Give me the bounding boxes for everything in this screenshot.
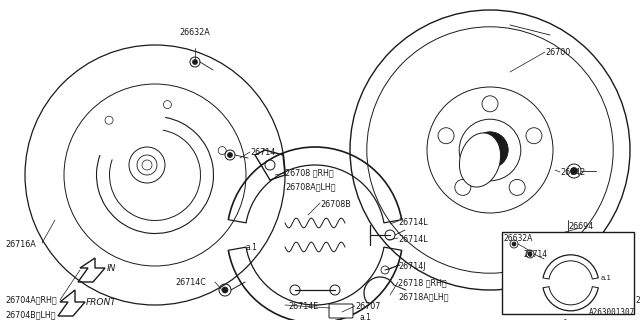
Text: a.1: a.1 (245, 243, 257, 252)
Circle shape (528, 252, 532, 256)
Text: 26714L: 26714L (398, 218, 428, 227)
Text: 26708A〈LH〉: 26708A〈LH〉 (285, 182, 335, 191)
Circle shape (222, 287, 228, 293)
Text: IN: IN (107, 264, 116, 273)
Bar (502, 232, 634, 314)
Text: 26714: 26714 (524, 250, 548, 259)
Text: a.1: a.1 (557, 319, 568, 320)
Text: 26714E: 26714E (288, 302, 318, 311)
Text: 26704A〈RH〉: 26704A〈RH〉 (5, 295, 56, 304)
Text: 26718A〈LH〉: 26718A〈LH〉 (398, 292, 449, 301)
Text: 26642: 26642 (560, 168, 585, 177)
Circle shape (570, 167, 577, 174)
Text: 26716A: 26716A (5, 240, 36, 249)
Text: 26704B〈LH〉: 26704B〈LH〉 (5, 310, 56, 319)
Text: a.1: a.1 (360, 313, 372, 320)
Text: a.1: a.1 (600, 275, 612, 281)
Text: 26707: 26707 (355, 302, 380, 311)
Text: 26694: 26694 (568, 222, 593, 231)
Ellipse shape (460, 133, 500, 187)
Circle shape (512, 242, 516, 246)
Circle shape (193, 60, 198, 65)
Text: 26700: 26700 (545, 48, 570, 57)
Circle shape (227, 153, 232, 157)
Text: 26708B: 26708B (320, 200, 351, 209)
Text: 26714L: 26714L (398, 235, 428, 244)
Text: 26714C: 26714C (175, 278, 206, 287)
Text: 26632A: 26632A (180, 28, 211, 37)
FancyBboxPatch shape (329, 304, 353, 318)
Circle shape (472, 132, 508, 168)
Text: 26714: 26714 (250, 148, 275, 157)
Text: 26632A: 26632A (504, 234, 533, 243)
Text: 26714J: 26714J (398, 262, 426, 271)
Text: FRONT: FRONT (86, 298, 116, 307)
Text: 26708B: 26708B (636, 296, 640, 305)
Text: A263001307: A263001307 (589, 308, 635, 317)
Text: 26718 〈RH〉: 26718 〈RH〉 (398, 278, 447, 287)
Text: 26708 〈RH〉: 26708 〈RH〉 (285, 168, 333, 177)
